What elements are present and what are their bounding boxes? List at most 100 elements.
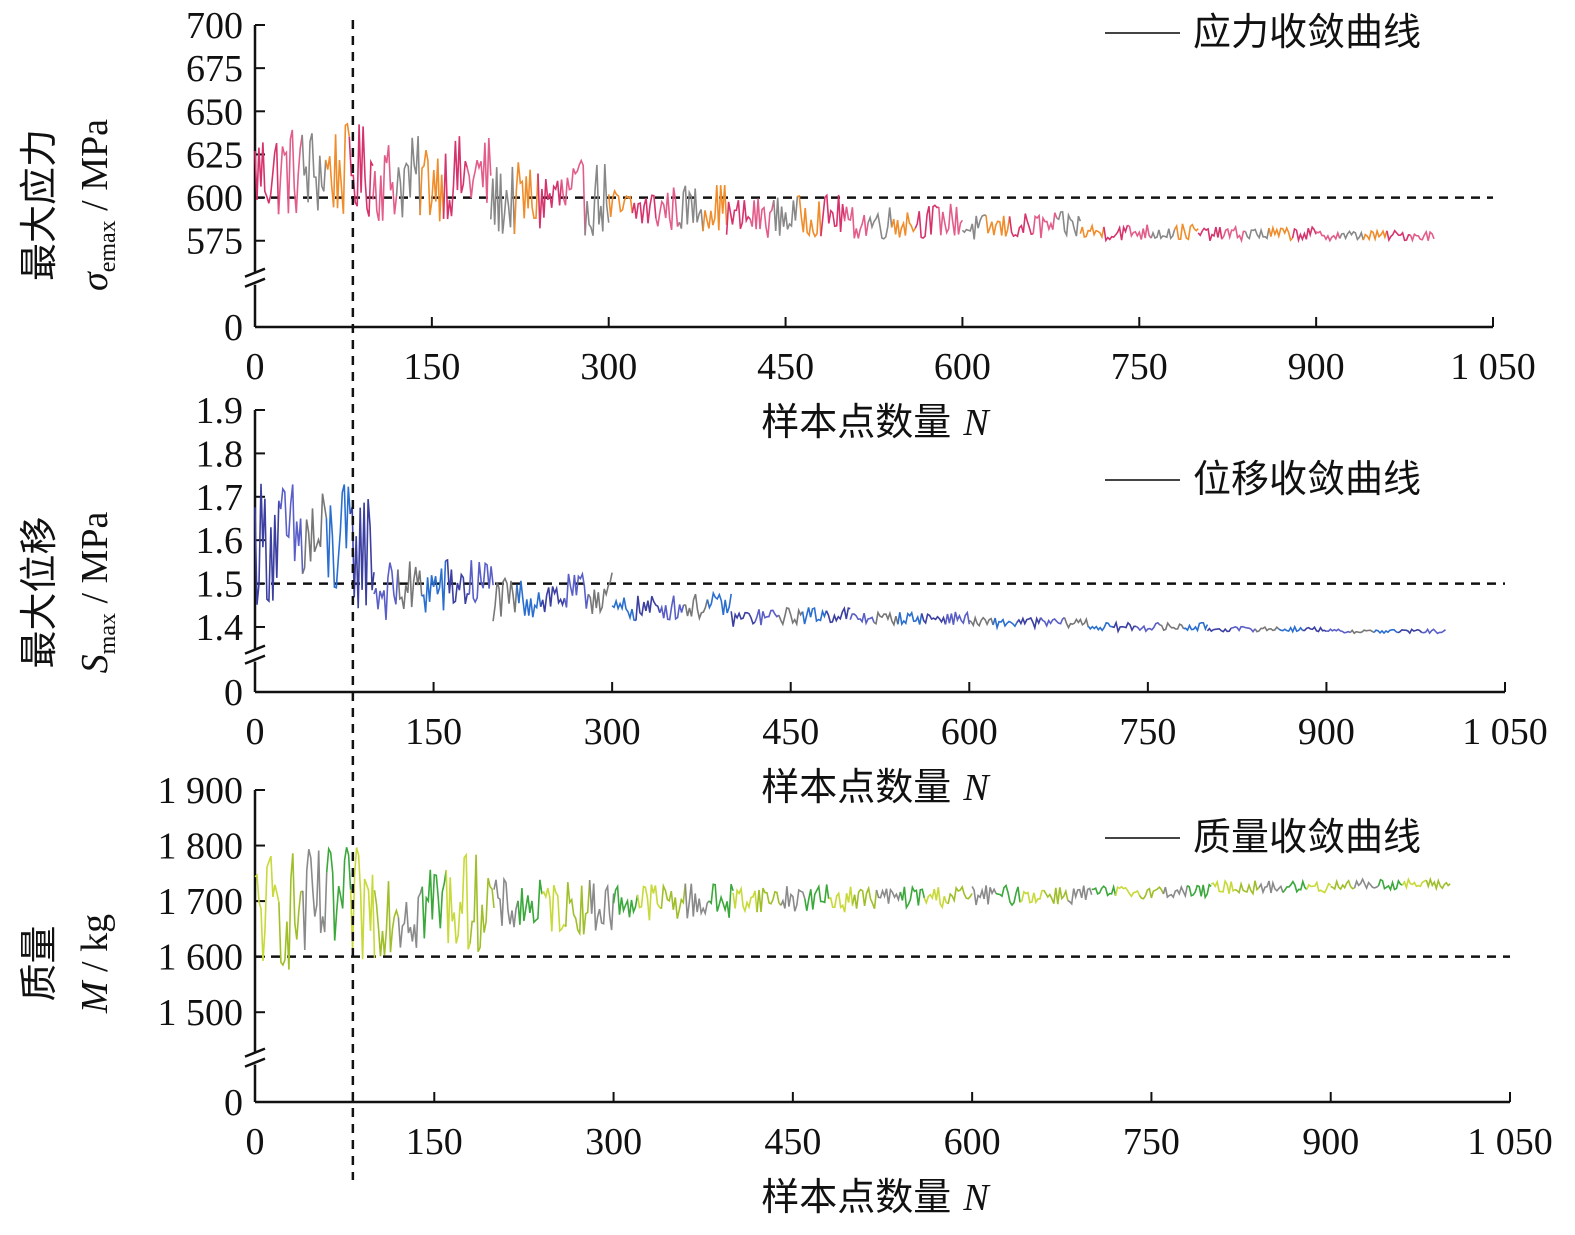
x-tick-label: 450 xyxy=(757,346,814,388)
series-segment xyxy=(1091,883,1117,897)
legend-label: 质量收敛曲线 xyxy=(1193,815,1421,859)
series-segment xyxy=(1206,627,1232,633)
series-segment xyxy=(492,576,518,622)
series-segment xyxy=(513,162,539,235)
axis-break-mark xyxy=(244,644,266,655)
x-axis-label: 样本点数量 N xyxy=(761,400,991,444)
series-segment xyxy=(541,884,567,933)
y-tick-label: 1.6 xyxy=(196,520,244,562)
x-tick-label: 0 xyxy=(246,711,265,753)
series-segment xyxy=(1291,225,1317,244)
series-segment xyxy=(995,883,1021,907)
series-segment xyxy=(612,883,639,918)
y-tick-label: 1 500 xyxy=(158,992,244,1034)
series-segment xyxy=(678,185,704,232)
series-segment xyxy=(780,886,806,912)
series-segment xyxy=(278,853,304,970)
y-axis-label-cn: 质量 xyxy=(17,925,61,1001)
series-segment xyxy=(1373,628,1399,635)
series-segment xyxy=(778,607,804,627)
y-tick-label: 650 xyxy=(186,91,243,133)
series-segment xyxy=(1421,627,1446,635)
series-segment xyxy=(1183,621,1209,633)
series-segment xyxy=(1186,883,1212,900)
series-segment xyxy=(1079,222,1105,240)
series-segment xyxy=(851,885,878,909)
series-segment xyxy=(1019,889,1045,905)
series-segment xyxy=(1282,878,1308,894)
series-segment xyxy=(820,193,846,237)
y-tick-label: 1.5 xyxy=(196,564,244,606)
series-segment xyxy=(1362,228,1388,242)
series-segment xyxy=(493,876,519,928)
series-segment xyxy=(397,886,424,948)
x-tick-label: 150 xyxy=(405,711,462,753)
axis-break-mark xyxy=(244,654,266,665)
y-tick-label-zero: 0 xyxy=(224,1082,243,1124)
series-segment xyxy=(301,133,327,211)
y-tick-label: 625 xyxy=(186,134,243,176)
series-segment xyxy=(655,187,681,231)
x-tick-label: 1 050 xyxy=(1467,1121,1553,1163)
x-tick-label: 300 xyxy=(580,346,637,388)
x-tick-label: 0 xyxy=(246,346,265,388)
y-axis-label-symbol: M / kg xyxy=(74,914,116,1014)
series-segment xyxy=(1150,228,1176,241)
series-segment xyxy=(277,129,303,215)
series-segment xyxy=(421,869,447,939)
series-segment xyxy=(469,854,495,953)
series-segment xyxy=(607,188,634,217)
series-segment xyxy=(1330,878,1355,891)
series-segment xyxy=(349,847,376,960)
series-segment xyxy=(1221,224,1246,244)
legend-label: 应力收敛曲线 xyxy=(1193,10,1421,54)
series-segment xyxy=(539,585,566,613)
series-line xyxy=(254,122,1435,244)
x-tick-label: 900 xyxy=(1298,711,1355,753)
series-segment xyxy=(1127,224,1152,240)
series-segment xyxy=(254,855,280,962)
x-axis-label: 样本点数量 N xyxy=(761,1175,991,1219)
series-segment xyxy=(849,613,875,626)
series-segment xyxy=(1338,229,1365,241)
y-tick-label: 1 900 xyxy=(158,770,244,812)
series-segment xyxy=(961,214,986,240)
series-segment xyxy=(708,883,734,918)
x-tick-label: 300 xyxy=(584,711,641,753)
series-segment xyxy=(516,580,542,618)
x-tick-label: 600 xyxy=(941,711,998,753)
series-segment xyxy=(1377,878,1403,892)
series-segment xyxy=(324,122,351,214)
series-segment xyxy=(1114,885,1141,898)
series-segment xyxy=(749,198,775,238)
y-tick-label: 1.9 xyxy=(196,390,244,432)
series-segment xyxy=(920,613,947,625)
x-tick-label: 600 xyxy=(944,1121,1001,1163)
series-segment xyxy=(773,196,799,236)
series-segment xyxy=(659,595,685,621)
series-segment xyxy=(1254,625,1280,633)
x-tick-label: 150 xyxy=(406,1121,463,1163)
series-segment xyxy=(395,136,421,218)
series-segment xyxy=(584,163,610,236)
series-segment xyxy=(756,887,782,913)
series-segment xyxy=(611,597,637,622)
series-segment xyxy=(944,610,971,625)
x-axis-label: 样本点数量 N xyxy=(761,765,991,809)
series-segment xyxy=(445,558,470,605)
y-tick-label: 600 xyxy=(186,178,243,220)
y-axis-label: 最大应力 σemax / MPa xyxy=(17,119,121,291)
x-tick-label: 450 xyxy=(764,1121,821,1163)
series-segment xyxy=(588,880,615,931)
x-tick-label: 600 xyxy=(934,346,991,388)
series-segment xyxy=(754,609,780,626)
series-segment xyxy=(325,846,352,941)
series-segment xyxy=(1008,213,1034,238)
series-segment xyxy=(1397,628,1423,635)
series-segment xyxy=(825,606,851,624)
series-segment xyxy=(730,611,756,627)
x-tick-label: 750 xyxy=(1111,346,1168,388)
series-segment xyxy=(372,145,398,221)
series-segment xyxy=(706,590,732,616)
y-axis-label: 质量 M / kg xyxy=(17,914,116,1014)
